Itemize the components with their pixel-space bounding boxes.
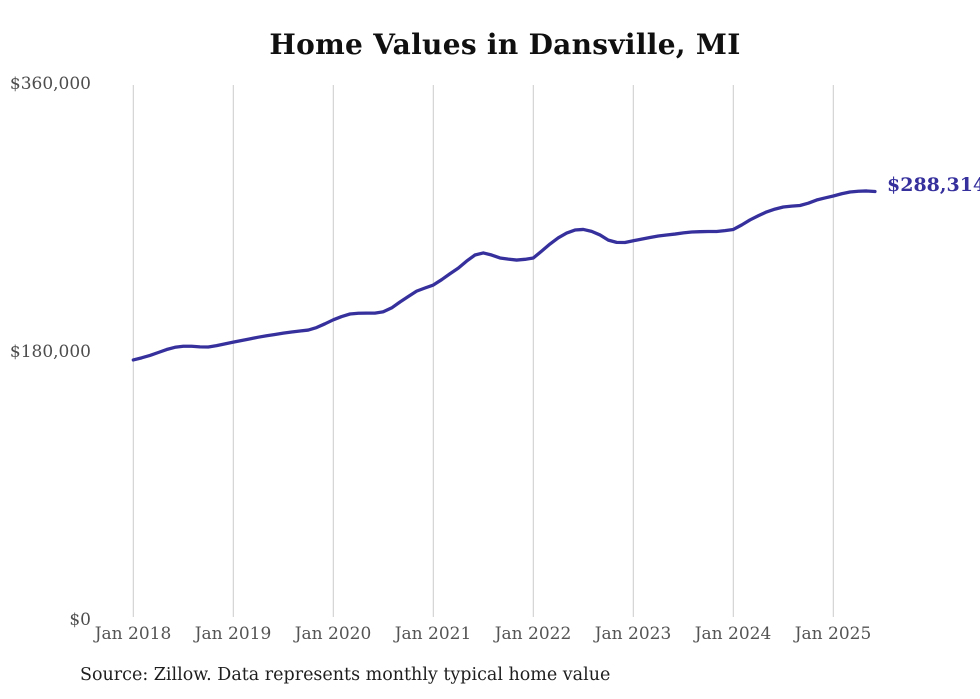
x-axis-label-jan-2025: Jan 2025 xyxy=(794,624,872,644)
chart-title: Home Values in Dansville, MI xyxy=(269,28,741,61)
y-axis-label-0: $0 xyxy=(69,610,91,630)
x-axis-label-jan-2018: Jan 2018 xyxy=(94,624,172,644)
x-axis-label-jan-2024: Jan 2024 xyxy=(694,624,772,644)
y-axis-label-180000: $180,000 xyxy=(9,342,91,362)
latest-value-label: $288,314 xyxy=(887,174,980,196)
home-value-line-series xyxy=(131,189,877,362)
x-axis-label-jan-2022: Jan 2022 xyxy=(494,624,572,644)
y-axis-label-360000: $360,000 xyxy=(9,74,91,94)
x-axis-label-jan-2023: Jan 2023 xyxy=(594,624,672,644)
x-axis-label-jan-2020: Jan 2020 xyxy=(294,624,372,644)
x-axis-label-jan-2019: Jan 2019 xyxy=(194,624,272,644)
x-axis-label-jan-2021: Jan 2021 xyxy=(394,624,472,644)
source-note: Source: Zillow. Data represents monthly … xyxy=(80,665,611,685)
